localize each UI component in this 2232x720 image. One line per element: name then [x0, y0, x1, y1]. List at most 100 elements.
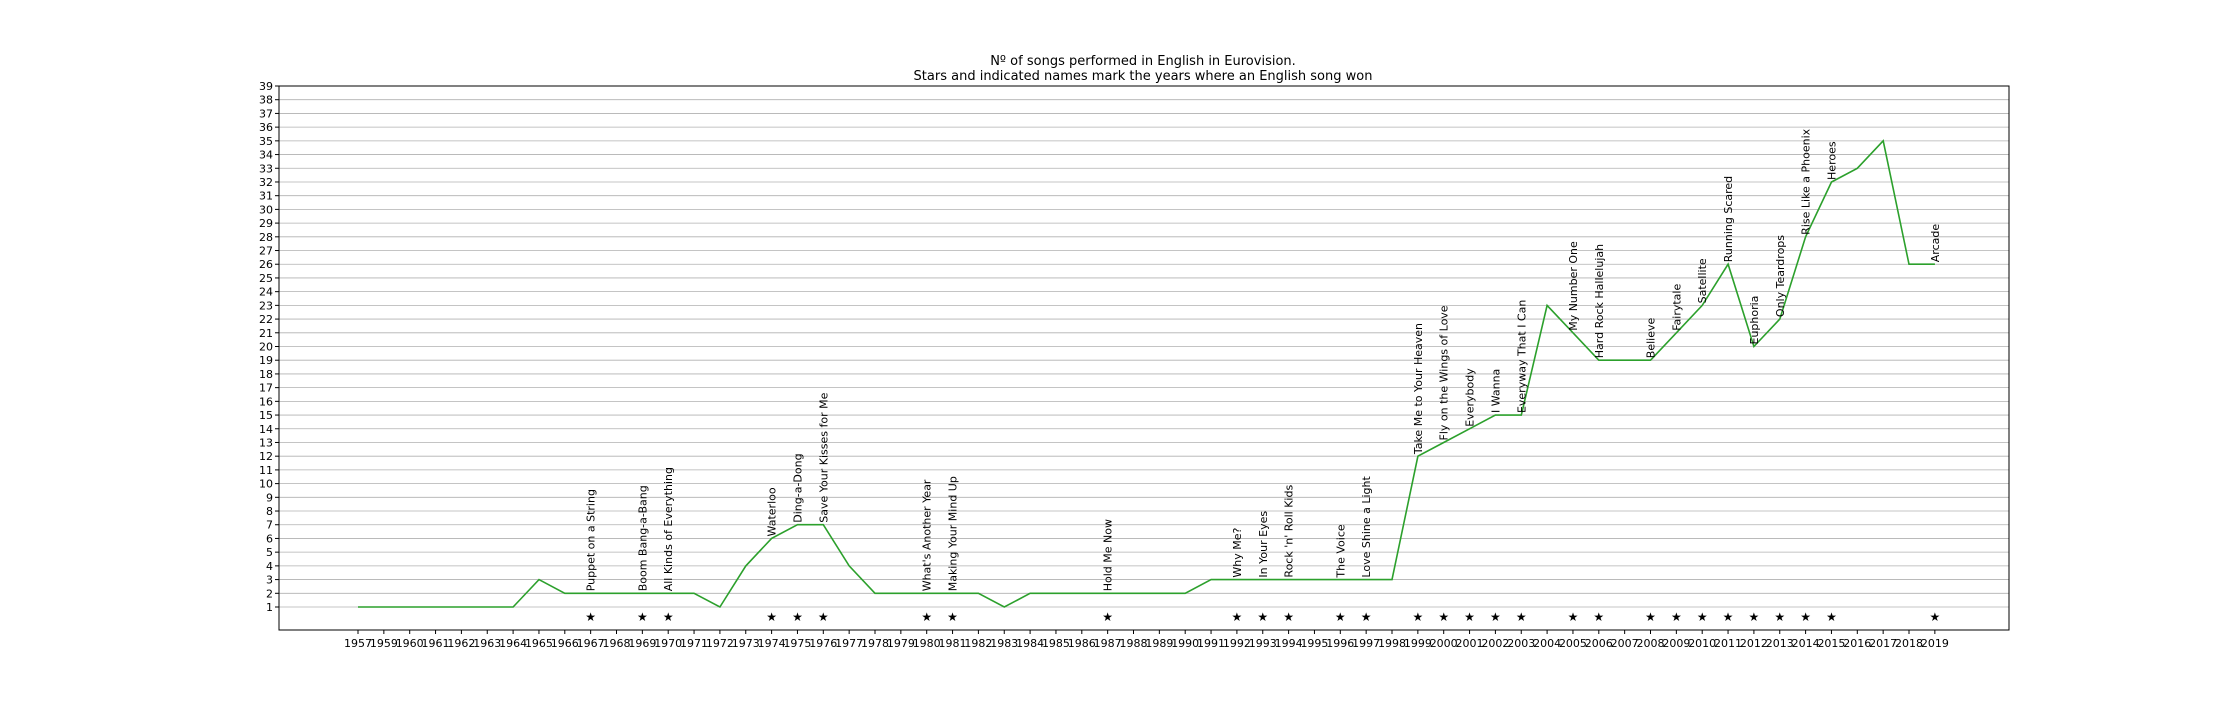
x-tick-label: 1975	[783, 637, 811, 650]
y-tick-label: 10	[259, 478, 273, 491]
winner-star: ★	[766, 610, 777, 624]
winner-star: ★	[792, 610, 803, 624]
gridlines	[279, 85, 2009, 608]
winner-song-label: Waterloo	[766, 487, 779, 536]
y-tick-label: 3	[266, 574, 273, 587]
x-tick-label: 2019	[1921, 637, 1949, 650]
x-tick-label: 1969	[628, 637, 656, 650]
y-tick-label: 4	[266, 560, 273, 573]
x-tick-label: 1990	[1171, 637, 1199, 650]
chart-subtitle: Stars and indicated names mark the years…	[914, 69, 1373, 84]
x-tick-label: 2010	[1688, 637, 1716, 650]
winner-song-label: Hold Me Now	[1102, 519, 1115, 591]
x-tick-label: 2004	[1533, 637, 1561, 650]
winner-star: ★	[1361, 610, 1372, 624]
x-tick-label: 1982	[964, 637, 992, 650]
winner-song-label: Only Teardrops	[1774, 235, 1787, 317]
winner-star: ★	[1826, 610, 1837, 624]
y-tick-label: 17	[259, 382, 273, 395]
winner-star: ★	[1645, 610, 1656, 624]
winner-song-label: Satellite	[1696, 258, 1709, 303]
winner-song-label: What's Another Year	[921, 479, 934, 591]
winner-song-label: Fairytale	[1670, 284, 1683, 331]
x-axis: 1957195919601961196219631964196519661967…	[344, 630, 1949, 650]
x-tick-label: 1984	[1016, 637, 1044, 650]
winner-star: ★	[1102, 610, 1113, 624]
winner-song-label: Running Scared	[1722, 176, 1735, 262]
x-tick-label: 2014	[1792, 637, 1820, 650]
winner-song-label: Heroes	[1825, 141, 1838, 180]
series-polyline	[358, 139, 1935, 609]
winner-song-label: Fly on the Wings of Love	[1438, 305, 1451, 440]
winner-star: ★	[1438, 610, 1449, 624]
x-tick-label: 2011	[1714, 637, 1742, 650]
x-tick-label: 1994	[1275, 637, 1303, 650]
x-tick-label: 1976	[809, 637, 837, 650]
x-tick-label: 1974	[758, 637, 786, 650]
winner-song-label: All Kinds of Everything	[662, 467, 675, 591]
y-tick-label: 16	[259, 395, 273, 408]
x-tick-label: 2006	[1585, 637, 1613, 650]
x-tick-label: 2000	[1430, 637, 1458, 650]
winner-star: ★	[1283, 610, 1294, 624]
y-tick-label: 8	[266, 505, 273, 518]
winner-song-label: I Wanna	[1489, 369, 1502, 413]
winner-star: ★	[663, 610, 674, 624]
y-tick-label: 14	[259, 423, 273, 436]
y-tick-label: 11	[259, 464, 273, 477]
y-axis: 1234567891011121314151617181920212223242…	[259, 80, 279, 614]
y-tick-label: 24	[259, 286, 273, 299]
x-tick-label: 1970	[654, 637, 682, 650]
winner-song-label: Rock 'n' Roll Kids	[1283, 485, 1296, 578]
winner-song-label: Making Your Mind Up	[947, 476, 960, 591]
x-tick-label: 2005	[1559, 637, 1587, 650]
x-tick-label: 1971	[680, 637, 708, 650]
winner-song-label: The Voice	[1334, 524, 1347, 578]
y-tick-label: 2	[266, 587, 273, 600]
x-tick-label: 2017	[1869, 637, 1897, 650]
winner-star: ★	[1516, 610, 1527, 624]
x-tick-label: 2008	[1637, 637, 1665, 650]
x-tick-label: 1998	[1378, 637, 1406, 650]
winner-star: ★	[1749, 610, 1760, 624]
winner-star: ★	[1723, 610, 1734, 624]
y-tick-label: 22	[259, 313, 273, 326]
x-tick-label: 2003	[1507, 637, 1535, 650]
x-tick-label: 1988	[1120, 637, 1148, 650]
y-tick-label: 39	[259, 80, 273, 93]
winner-song-label: Rise Like a Phoenix	[1800, 128, 1813, 234]
x-tick-label: 1964	[499, 637, 527, 650]
winner-song-label: Why Me?	[1231, 527, 1244, 577]
winner-annotations: Puppet on a String Boom Bang-a-Bang All Ki…	[585, 128, 1942, 591]
y-tick-label: 27	[259, 245, 273, 258]
y-tick-label: 9	[266, 491, 273, 504]
x-tick-label: 2009	[1662, 637, 1690, 650]
x-tick-label: 2002	[1481, 637, 1509, 650]
winner-star: ★	[637, 610, 648, 624]
y-tick-label: 1	[266, 601, 273, 614]
winner-star: ★	[1232, 610, 1243, 624]
winner-star: ★	[1593, 610, 1604, 624]
x-tick-label: 1973	[732, 637, 760, 650]
winner-star: ★	[1464, 610, 1475, 624]
y-tick-label: 15	[259, 409, 273, 422]
winner-song-label: Arcade	[1929, 224, 1942, 263]
y-tick-label: 29	[259, 217, 273, 230]
x-tick-label: 1960	[396, 637, 424, 650]
winner-song-label: In Your Eyes	[1257, 511, 1270, 578]
winner-star: ★	[1929, 610, 1940, 624]
x-tick-label: 2018	[1895, 637, 1923, 650]
x-tick-label: 1963	[473, 637, 501, 650]
y-tick-label: 18	[259, 368, 273, 381]
x-tick-label: 1992	[1223, 637, 1251, 650]
winner-song-label: Everyway That I Can	[1515, 300, 1528, 413]
x-tick-label: 2012	[1740, 637, 1768, 650]
winner-song-label: Puppet on a String	[585, 489, 598, 591]
winner-star: ★	[1671, 610, 1682, 624]
x-tick-label: 1977	[835, 637, 863, 650]
y-tick-label: 28	[259, 231, 273, 244]
x-tick-label: 1967	[577, 637, 605, 650]
x-tick-label: 1981	[939, 637, 967, 650]
x-tick-label: 1968	[603, 637, 631, 650]
x-tick-label: 1978	[861, 637, 889, 650]
